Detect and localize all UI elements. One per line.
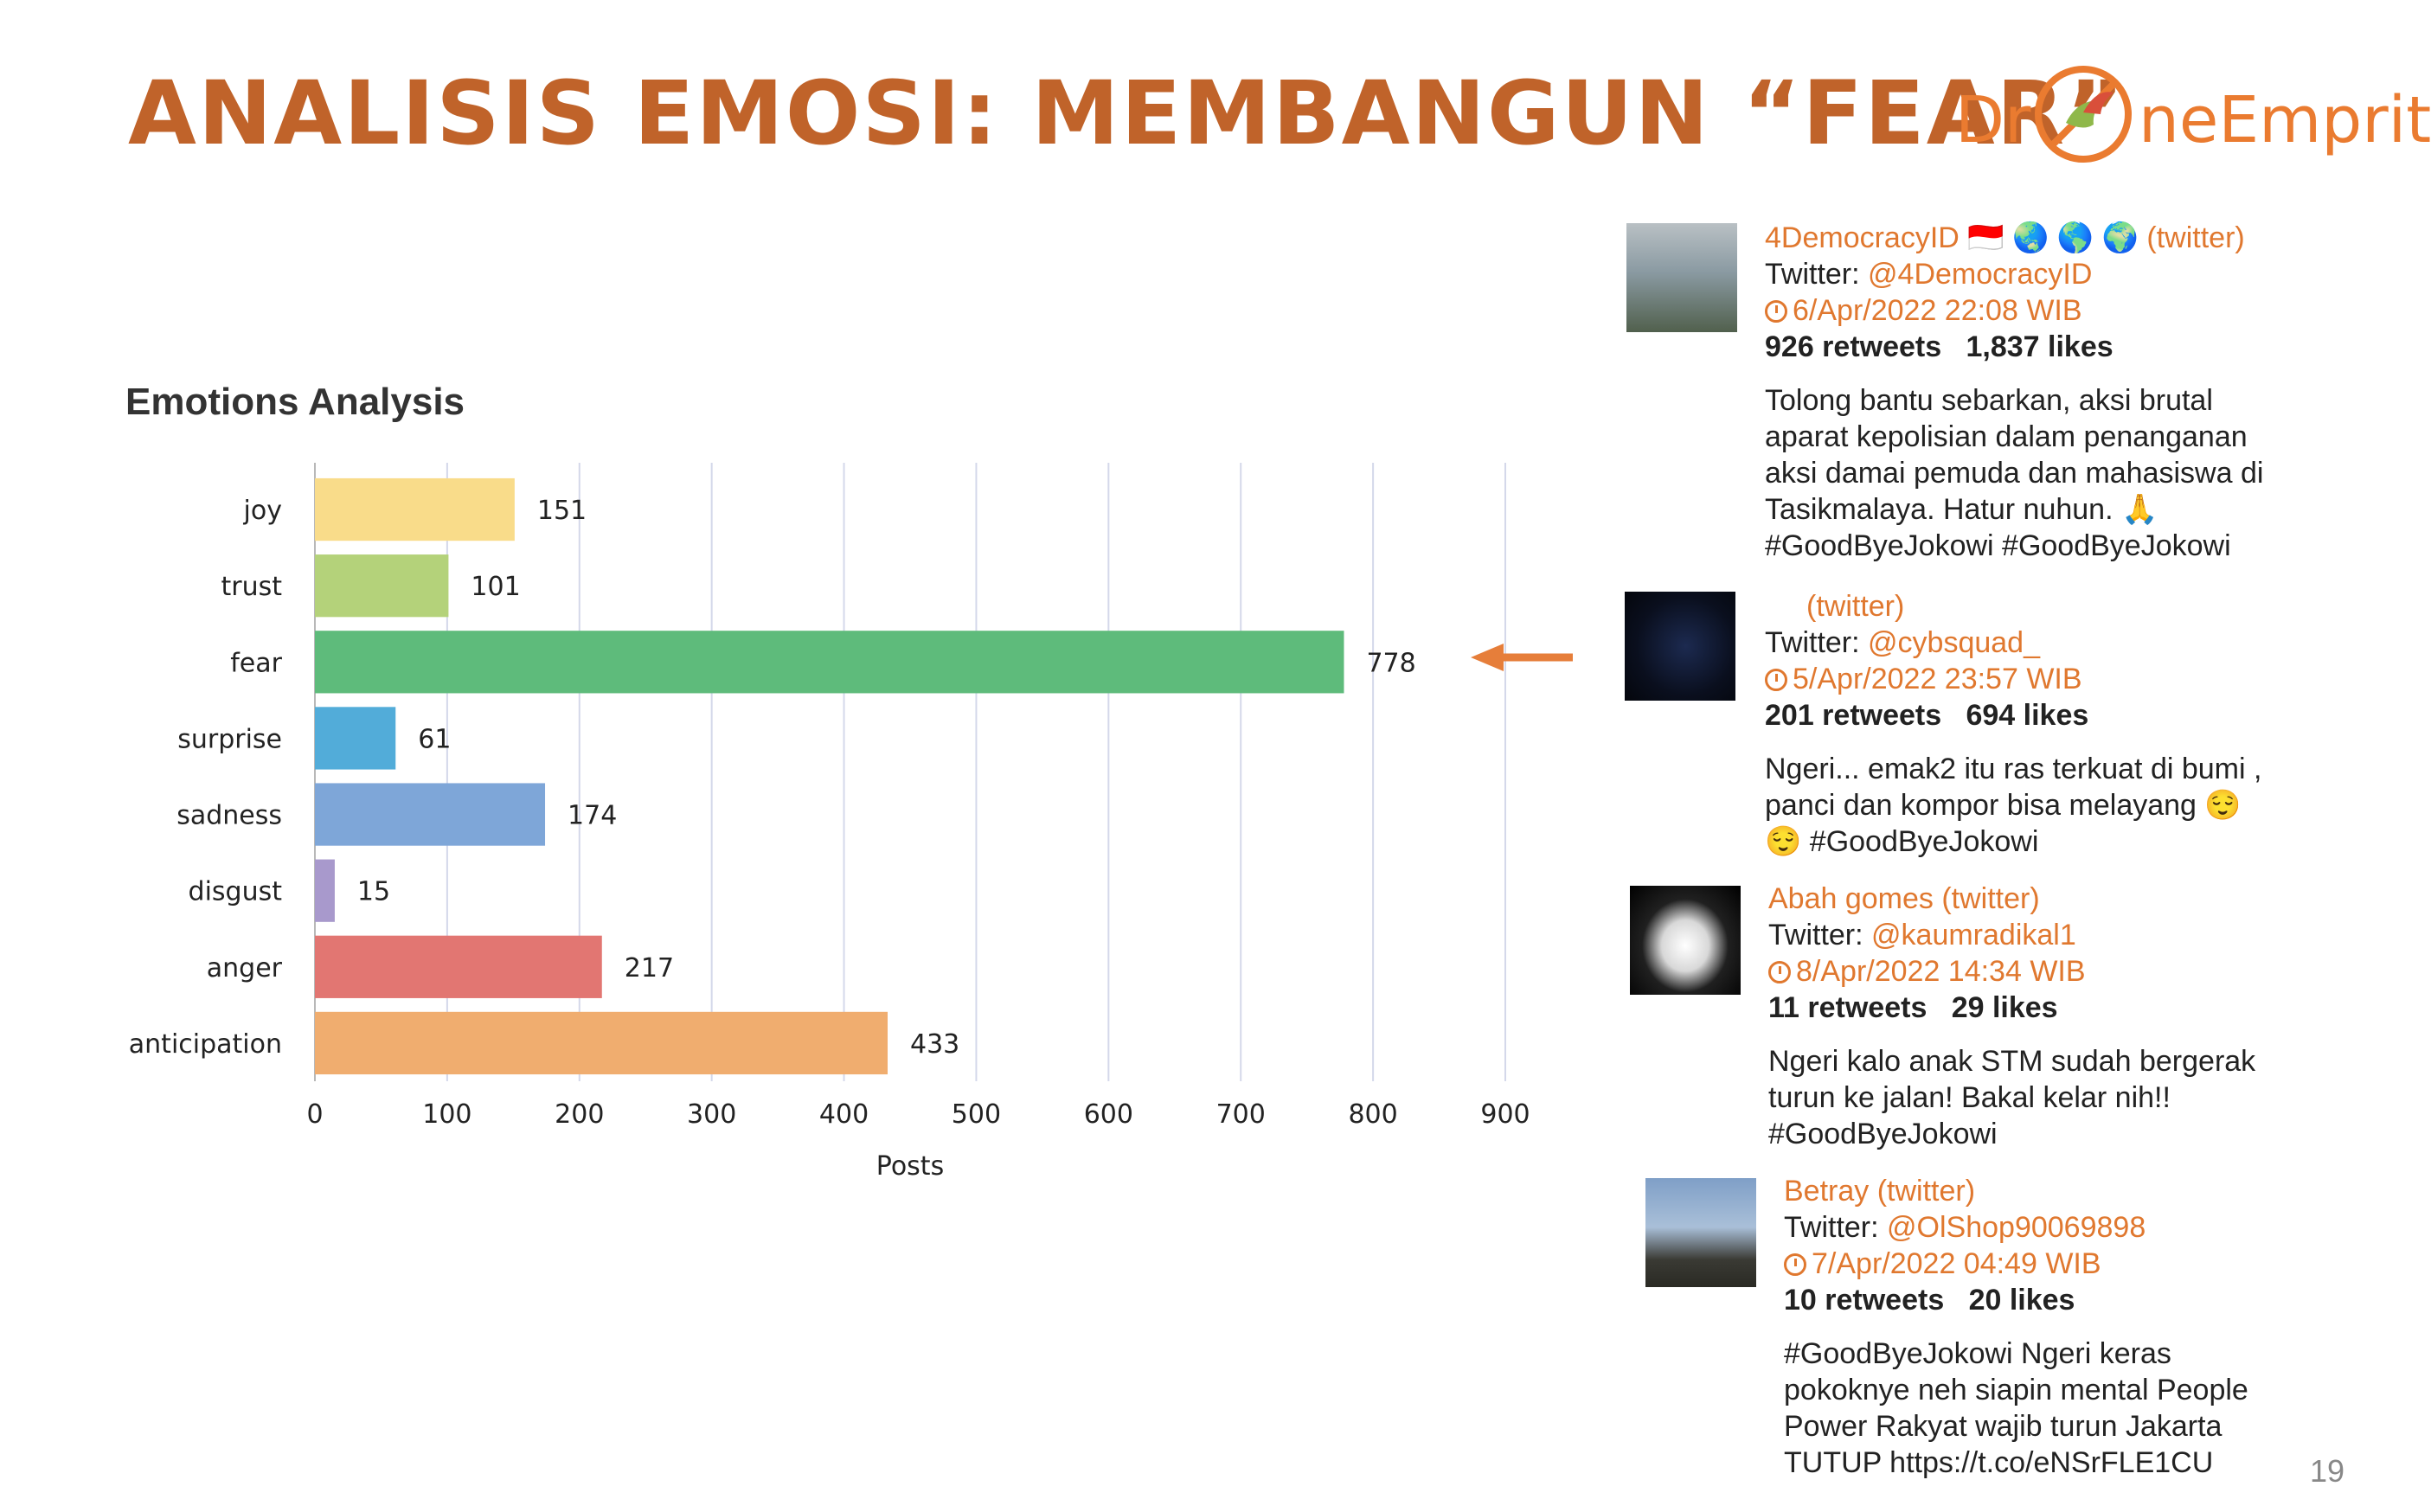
avatar bbox=[1626, 223, 1737, 332]
clock-icon bbox=[1784, 1253, 1806, 1276]
logo-text-left: Dr bbox=[1955, 83, 2031, 157]
tweet-handle[interactable]: @4DemocracyID bbox=[1868, 258, 2093, 291]
handle-label: Twitter: bbox=[1765, 258, 1869, 291]
bar-anticipation bbox=[315, 1011, 888, 1075]
data-label: 101 bbox=[471, 572, 520, 602]
retweet-count: 11 retweets bbox=[1768, 991, 1927, 1024]
category-label: surprise bbox=[177, 724, 282, 754]
emotions-bar-chart: 0 100 200 300 400 500 600 700 800 900 joy 151 trust 1… bbox=[129, 463, 1530, 1182]
tweet-text: Tolong bantu sebarkan, aksi brutal apara… bbox=[1765, 384, 2264, 562]
tweet-handle[interactable]: @OlShop90069898 bbox=[1887, 1211, 2146, 1244]
bar-surprise bbox=[315, 707, 396, 770]
bar-trust bbox=[315, 554, 449, 618]
avatar bbox=[1625, 592, 1735, 701]
tweet-card: (twitter) Twitter: @cybsquad_ 5/Apr/2022… bbox=[1765, 588, 2275, 860]
tweet-author[interactable]: (twitter) bbox=[1806, 590, 1905, 623]
category-label: joy bbox=[243, 496, 282, 526]
tweet-author[interactable]: Abah gomes (twitter) bbox=[1768, 882, 2040, 915]
tweet-time[interactable]: 5/Apr/2022 23:57 WIB bbox=[1793, 663, 2082, 695]
logo-text-right: neEmprit bbox=[2139, 83, 2431, 157]
x-tick-label: 0 bbox=[306, 1099, 323, 1130]
category-label: disgust bbox=[189, 877, 283, 907]
data-label: 15 bbox=[357, 877, 390, 907]
like-count: 1,837 likes bbox=[1966, 330, 2113, 363]
tweet-handle[interactable]: @kaumradikal1 bbox=[1871, 919, 2076, 951]
category-label: fear bbox=[230, 648, 282, 678]
category-label: anger bbox=[207, 953, 283, 983]
data-label: 174 bbox=[568, 801, 617, 831]
tweet-time[interactable]: 6/Apr/2022 22:08 WIB bbox=[1793, 294, 2082, 327]
data-label: 61 bbox=[418, 724, 451, 754]
clock-icon bbox=[1765, 669, 1787, 691]
chart-title: Emotions Analysis bbox=[125, 381, 465, 423]
bar-disgust bbox=[315, 859, 335, 922]
data-label: 778 bbox=[1366, 648, 1415, 678]
x-tick-label: 300 bbox=[687, 1099, 736, 1130]
x-tick-label: 600 bbox=[1084, 1099, 1133, 1130]
x-tick-label: 400 bbox=[819, 1099, 869, 1130]
handle-label: Twitter: bbox=[1768, 919, 1872, 951]
retweet-count: 201 retweets bbox=[1765, 699, 1942, 732]
tweet-text: #GoodByeJokowi Ngeri keras pokoknye neh … bbox=[1784, 1337, 2248, 1479]
bar-anger bbox=[315, 935, 602, 998]
x-tick-label: 100 bbox=[422, 1099, 471, 1130]
tweet-time[interactable]: 7/Apr/2022 04:49 WIB bbox=[1812, 1247, 2101, 1280]
retweet-count: 10 retweets bbox=[1784, 1284, 1945, 1317]
tweet-text: Ngeri... emak2 itu ras terkuat di bumi ,… bbox=[1765, 753, 2262, 858]
data-label: 433 bbox=[910, 1029, 959, 1060]
tweet-handle[interactable]: @cybsquad_ bbox=[1868, 626, 2041, 659]
category-label: anticipation bbox=[129, 1029, 282, 1060]
retweet-count: 926 retweets bbox=[1765, 330, 1942, 363]
tweet-card: 4DemocracyID 🇮🇩 🌏 🌎 🌍 (twitter) Twitter:… bbox=[1765, 220, 2275, 564]
x-tick-label: 800 bbox=[1348, 1099, 1397, 1130]
drone-bird-icon bbox=[2035, 66, 2132, 163]
tweet-card: Abah gomes (twitter) Twitter: @kaumradik… bbox=[1768, 881, 2279, 1152]
bar-joy bbox=[315, 477, 515, 541]
category-label: sadness bbox=[176, 801, 282, 831]
avatar bbox=[1645, 1178, 1756, 1287]
x-tick-label: 500 bbox=[952, 1099, 1001, 1130]
tweet-card: Betray (twitter) Twitter: @OlShop9006989… bbox=[1784, 1173, 2286, 1481]
tweet-author[interactable]: Betray (twitter) bbox=[1784, 1175, 1976, 1208]
x-axis-title: Posts bbox=[876, 1151, 944, 1182]
like-count: 29 likes bbox=[1951, 991, 2058, 1024]
x-tick-label: 200 bbox=[555, 1099, 604, 1130]
tweet-text: Ngeri kalo anak STM sudah bergerak turun… bbox=[1768, 1045, 2256, 1150]
clock-icon bbox=[1765, 300, 1787, 323]
handle-label: Twitter: bbox=[1784, 1211, 1888, 1244]
tweet-time[interactable]: 8/Apr/2022 14:34 WIB bbox=[1796, 955, 2086, 988]
x-tick-label: 900 bbox=[1480, 1099, 1530, 1130]
arrow-left-icon bbox=[1471, 644, 1573, 671]
bar-fear bbox=[315, 631, 1344, 694]
avatar bbox=[1630, 886, 1741, 995]
like-count: 20 likes bbox=[1968, 1284, 2075, 1317]
bar-sadness bbox=[315, 783, 546, 846]
clock-icon bbox=[1768, 961, 1791, 983]
x-tick-label: 700 bbox=[1216, 1099, 1266, 1130]
data-label: 217 bbox=[625, 953, 674, 983]
data-label: 151 bbox=[537, 496, 587, 526]
category-label: trust bbox=[221, 572, 282, 602]
droneemprit-logo: Dr neEmprit bbox=[1955, 61, 2431, 173]
handle-label: Twitter: bbox=[1765, 626, 1869, 659]
like-count: 694 likes bbox=[1966, 699, 2089, 732]
slide-title: ANALISIS EMOSI: MEMBANGUN “FEAR” bbox=[128, 62, 2126, 165]
page-number: 19 bbox=[2310, 1453, 2345, 1489]
tweet-author[interactable]: 4DemocracyID 🇮🇩 🌏 🌎 🌍 (twitter) bbox=[1765, 221, 2245, 254]
